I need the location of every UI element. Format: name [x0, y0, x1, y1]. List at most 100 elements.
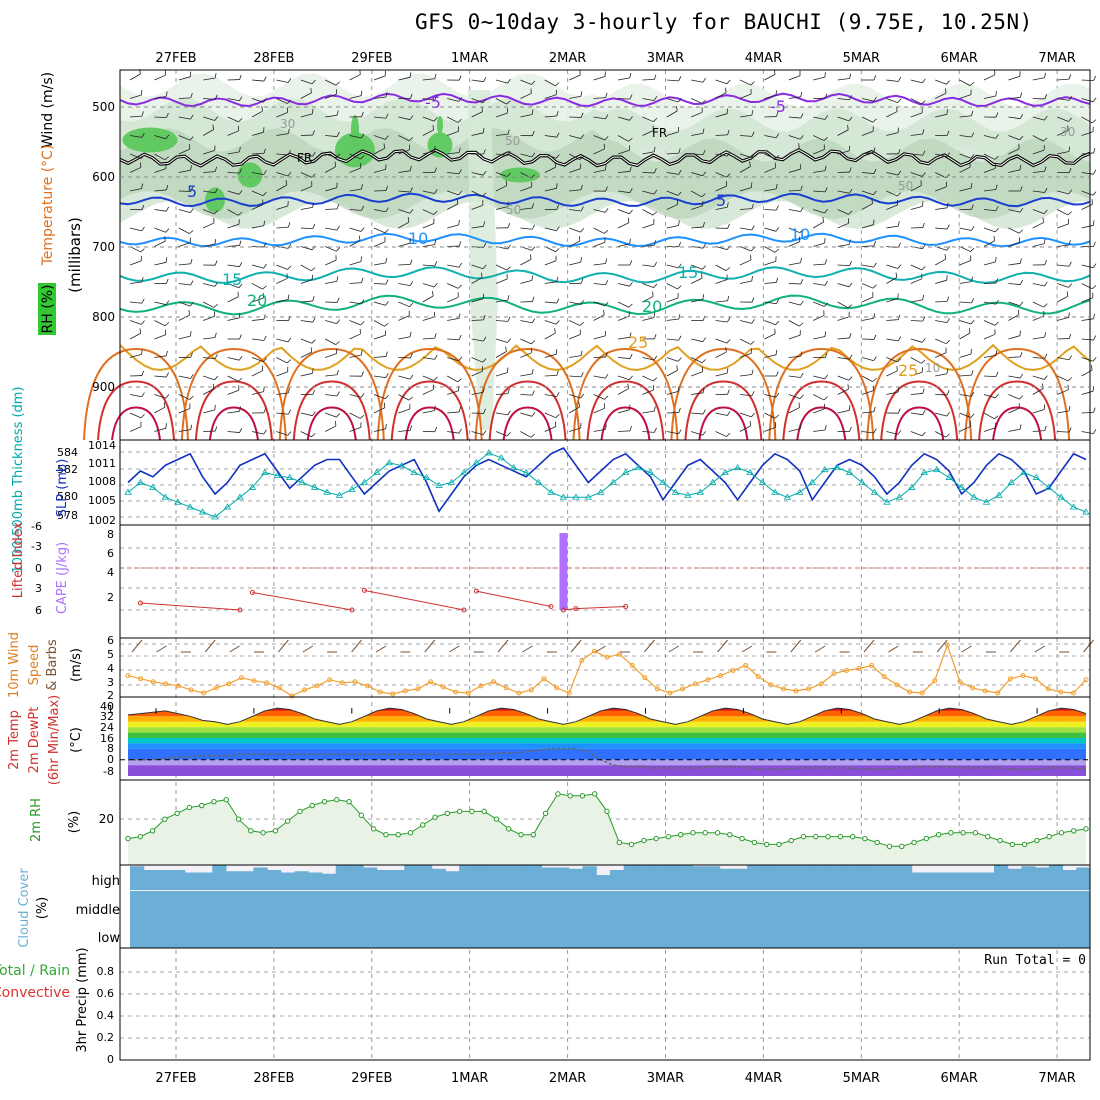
- cloud-high-bar: [678, 865, 693, 890]
- wind-barb: [666, 172, 679, 175]
- wind-barb-feather: [750, 81, 755, 86]
- wind-barb: [251, 391, 264, 395]
- wind-barb-feather: [775, 227, 780, 232]
- wind-barb: [544, 153, 557, 159]
- isotherm-arch: [992, 406, 1043, 441]
- wind-barb: [593, 301, 606, 307]
- wind-barb-feather: [336, 225, 340, 231]
- wind-barb-feather: [824, 115, 829, 120]
- wind-barb: [495, 320, 508, 322]
- wind-barb-feather: [385, 185, 389, 191]
- wind10-point: [415, 686, 421, 692]
- cloud-high-bar: [130, 866, 145, 890]
- li-segment: [140, 602, 241, 611]
- wind-barb-feather: [800, 372, 804, 378]
- wind-barb-feather: [605, 92, 608, 98]
- wind-barb-feather: [238, 118, 243, 123]
- wind-barb: [617, 388, 629, 395]
- wind10-barb: [131, 639, 143, 653]
- cape-tick: 8: [107, 528, 114, 541]
- wind-barb-feather: [190, 258, 193, 264]
- thickness-point: [833, 463, 841, 471]
- wind-barb: [983, 189, 996, 192]
- li-tick: 3: [35, 582, 42, 595]
- wind-barb: [447, 431, 460, 434]
- wind-barb: [691, 412, 704, 415]
- wind-barb: [959, 353, 972, 358]
- wind-barb-feather: [385, 301, 389, 306]
- wind-barb: [349, 188, 362, 192]
- rh-shade-plume: [468, 90, 498, 430]
- wind-barb: [203, 190, 216, 194]
- wind-barb: [471, 111, 483, 118]
- wind-barb: [520, 320, 533, 324]
- wind-barb: [642, 190, 655, 195]
- wind-barb: [813, 429, 826, 432]
- wind-barb-feather: [604, 165, 607, 171]
- wind-barb-feather: [1042, 217, 1044, 223]
- rh2m-point: [297, 808, 303, 815]
- isotherm-arch: [404, 406, 455, 441]
- wind-barb: [1057, 190, 1069, 195]
- wind-barb-feather: [678, 220, 680, 226]
- rh2m-point: [542, 810, 549, 817]
- wind10-point: [352, 679, 358, 685]
- wind-barb-feather: [141, 320, 145, 325]
- wind-barb-feather: [1019, 164, 1022, 170]
- cloud-mid-bar: [637, 891, 652, 948]
- wind-barb-feather: [871, 198, 873, 204]
- slp-tick: 1014: [88, 439, 116, 452]
- wind-barb-feather: [605, 352, 608, 358]
- wind-barb-feather: [702, 222, 705, 228]
- cloud-mid-bar: [1062, 891, 1077, 948]
- wind-barb-feather: [579, 156, 584, 160]
- cloud-high-bar: [870, 865, 885, 890]
- wind-barb: [959, 332, 971, 340]
- wind-barb: [691, 371, 703, 377]
- wind-barb-feather: [1019, 424, 1022, 430]
- wind-barb-feather: [263, 407, 267, 413]
- wind-barb-feather: [922, 388, 925, 394]
- wind-barb-feather: [824, 259, 828, 265]
- wind-barb-feather: [702, 171, 707, 177]
- cloud-mid-bar: [555, 891, 570, 948]
- rh2m-point: [383, 831, 389, 838]
- wind10-point: [528, 687, 534, 693]
- wind-barb: [154, 168, 166, 173]
- wind-barb-feather: [629, 375, 633, 380]
- cloud-mid-bar: [376, 891, 392, 948]
- thickness-point: [348, 485, 356, 492]
- wind-barb: [764, 333, 776, 340]
- wind-barb-feather: [163, 402, 166, 408]
- wind-barb: [837, 98, 850, 101]
- li-segment: [575, 606, 626, 610]
- wind-barb-feather: [287, 78, 292, 83]
- wind-barb: [983, 320, 996, 326]
- rh2m-point: [321, 798, 328, 805]
- cloud-mid-bar: [747, 891, 762, 948]
- cloud-high-bar: [733, 868, 748, 890]
- wind-barb-feather: [847, 304, 853, 309]
- wind-barb-feather: [1020, 351, 1023, 357]
- thickness-point: [261, 468, 269, 476]
- cloud-level-label: middle: [76, 903, 120, 918]
- wind-barb-feather: [921, 201, 924, 207]
- cloud-mid-bar: [664, 891, 680, 948]
- thickness-point: [634, 463, 642, 471]
- wind-barb: [1081, 411, 1094, 414]
- wind-barb: [544, 166, 556, 173]
- wind-barb-feather: [312, 389, 315, 395]
- isotherm-arch: [894, 406, 945, 441]
- wind-barb: [373, 394, 386, 400]
- wind-barb: [739, 280, 752, 284]
- wind-barb: [837, 337, 850, 340]
- wind-barb: [788, 355, 801, 358]
- wind-barb-feather: [361, 205, 365, 211]
- pressure-tick: 900: [92, 380, 115, 394]
- wind-barb: [154, 320, 166, 327]
- wind-barb-feather: [409, 209, 414, 214]
- wind-barb-feather: [336, 276, 339, 282]
- rh2m-point: [653, 835, 659, 842]
- wind-barb: [764, 209, 777, 211]
- wind-barb: [861, 98, 874, 102]
